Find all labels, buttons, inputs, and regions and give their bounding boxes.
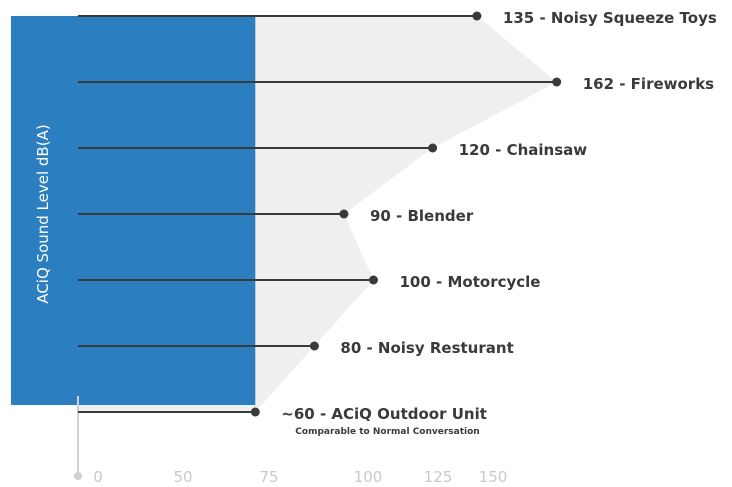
value-label: 80 - Noisy Resturant: [340, 339, 513, 357]
value-dot: [552, 77, 562, 87]
x-tick-label: 50: [173, 468, 192, 486]
x-tick-label: 75: [259, 468, 278, 486]
row-motorcycle: 100 - Motorcycle: [78, 273, 540, 291]
value-dot: [250, 407, 260, 417]
x-tick-label: 125: [424, 468, 453, 486]
value-dot: [309, 341, 319, 351]
value-label: 90 - Blender: [370, 207, 474, 225]
value-label: 135 - Noisy Squeeze Toys: [503, 9, 717, 27]
x-tick-label: 0: [93, 468, 103, 486]
row-noisy-resturant: 80 - Noisy Resturant: [78, 339, 514, 357]
aciq-highlight-bar: [11, 16, 256, 405]
y-axis-label: ACiQ Sound Level dB(A): [34, 124, 52, 303]
value-dot: [428, 143, 438, 153]
value-label: 120 - Chainsaw: [459, 141, 588, 159]
value-dot: [339, 209, 349, 219]
value-dot: [472, 11, 482, 21]
row-fireworks: 162 - Fireworks: [78, 75, 714, 93]
value-label: 100 - Motorcycle: [400, 273, 541, 291]
value-note: Comparable to Normal Conversation: [295, 427, 479, 437]
value-label: 162 - Fireworks: [583, 75, 714, 93]
x-tick-label: 150: [479, 468, 508, 486]
row-noisy-squeeze-toys: 135 - Noisy Squeeze Toys: [78, 9, 717, 27]
x-tick-label: 100: [354, 468, 383, 486]
x-axis-origin-dot: [74, 472, 82, 480]
row-aciq-outdoor-unit: ~60 - ACiQ Outdoor Unit Comparable to Nor…: [78, 405, 487, 437]
value-dot: [369, 275, 378, 285]
row-blender: 90 - Blender: [78, 207, 474, 225]
row-chainsaw: 120 - Chainsaw: [78, 141, 587, 159]
value-label: ~60 - ACiQ Outdoor Unit: [281, 405, 487, 423]
